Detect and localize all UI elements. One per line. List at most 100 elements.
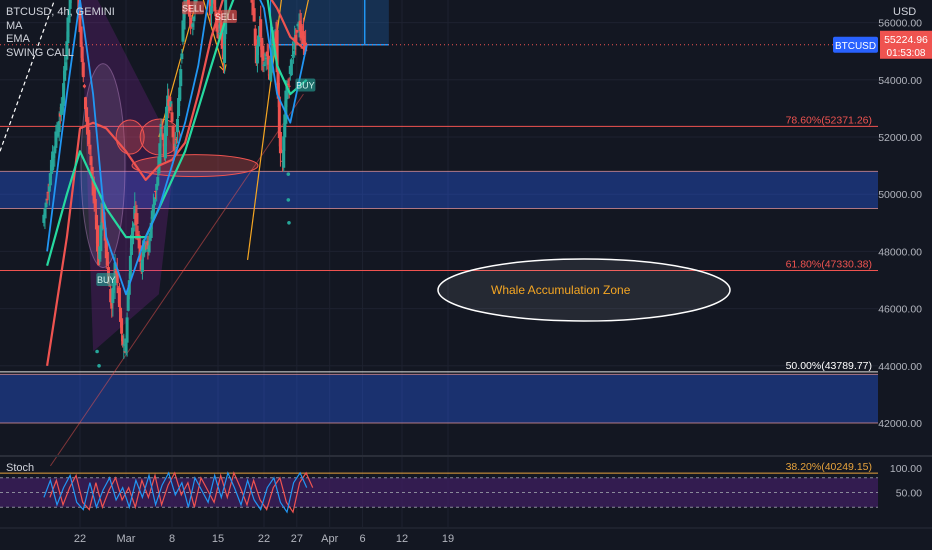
symbol-tag-box [833,36,878,53]
candle-body [146,241,150,249]
buy-badge [96,273,117,286]
candle-body [111,287,115,304]
x-tick-label: 22 [258,533,270,545]
candle-body [295,30,299,33]
candle-body [263,54,267,56]
candle-body [125,317,129,343]
candle-body [104,239,108,259]
candle-body [177,98,181,117]
x-tick-label: 22 [74,533,86,545]
candle-body [60,106,64,112]
candle-body [192,16,196,22]
candle-body [135,213,139,224]
candle-body [83,97,87,110]
candle-body [169,101,173,107]
ema-line [46,0,308,296]
candle-body [283,114,287,138]
candle-body [105,252,109,265]
legend-ema[interactable]: EMA [6,33,30,45]
candle-body [122,344,126,346]
stoch-title[interactable]: Stoch [6,462,35,474]
candle-body [181,20,185,42]
candle-body [173,144,177,146]
y-tick-label: 56000.00 [878,18,922,30]
candle-body [178,87,182,102]
candle-body [170,112,174,122]
candle-body [282,136,286,168]
candle-body [57,121,61,133]
candle-body [265,51,269,57]
candle-body [289,59,293,76]
candle-body [87,129,91,145]
whale-zone-label: Whale Accumulation Zone [491,283,631,297]
oval-left [80,63,126,269]
candle-body [160,127,164,129]
y-tick-label: 44000.00 [878,361,922,373]
price-axis[interactable]: 42000.00 44000.00 46000.00 48000.00 50000.00… [878,0,932,500]
candle-body [131,227,135,245]
legend-ma[interactable]: MA [6,19,23,32]
candle-body [165,106,169,136]
y-tick-label: 50000.00 [878,189,922,201]
candle-body [45,199,49,201]
candle-body [140,259,144,273]
candle-body [44,202,48,208]
candle-body [276,69,280,99]
ma-line [46,0,308,366]
zones-layer [0,170,878,424]
x-tick-label: 12 [396,533,408,545]
candle-body [154,190,158,193]
candle-body [284,90,288,124]
candle-body [89,156,93,166]
candle-body [51,151,55,171]
buy-badge [295,78,316,92]
candle-body [52,153,56,158]
candle-body [117,287,121,308]
signal-dot [286,198,291,202]
legend-swing-call[interactable]: SWING CALL [6,46,74,59]
candle-body [250,0,254,3]
candle-body [129,234,133,255]
candle-body [172,143,176,151]
fib-levels: 127.20%(66953.78)100.00%(58792.37)78.60%… [0,114,878,474]
candle-body [213,0,217,12]
candle-body [121,335,125,346]
trendline-dashed [0,0,56,152]
candle-body [66,17,70,44]
chart-legend: BTCUSD, 4h, GEMINI MA EMA SWING CALL [6,6,115,60]
candle-body [80,46,84,63]
candle-body [261,45,265,61]
candle-body [149,222,153,238]
candle-body [287,85,291,87]
time-axis[interactable]: 22 Mar 8 15 22 27 Apr 6 12 19 [0,527,932,545]
x-tick-label: Mar [117,533,136,545]
candle-body [152,197,156,206]
candle-body [171,126,175,138]
fib-label: 50.00%(43789.77) [786,360,872,372]
candle-body [275,30,279,73]
candle-body [90,167,94,173]
symbol-title[interactable]: BTCUSD, 4h, GEMINI [6,6,115,18]
candle-body [216,30,220,39]
fib-label: 61.80%(47330.38) [786,259,872,271]
candle-body [124,338,128,352]
candle-body [65,41,69,60]
candle-body [163,125,167,159]
candle-body [180,53,184,60]
candle-body [82,85,86,88]
candle-body [123,351,127,353]
sell-badge-label: SELL [215,12,237,22]
target-fill [270,0,389,45]
candle-body [143,242,147,253]
candle-body [161,134,165,140]
candle-body [159,123,163,137]
indicator-lines [46,0,308,366]
candle-body [54,131,58,148]
candle-body [303,41,307,43]
y-tick-label: 48000.00 [878,246,922,258]
candle-body [182,5,186,30]
x-tick-label: 6 [360,533,366,545]
countdown-label: 01:53:08 [887,48,926,59]
